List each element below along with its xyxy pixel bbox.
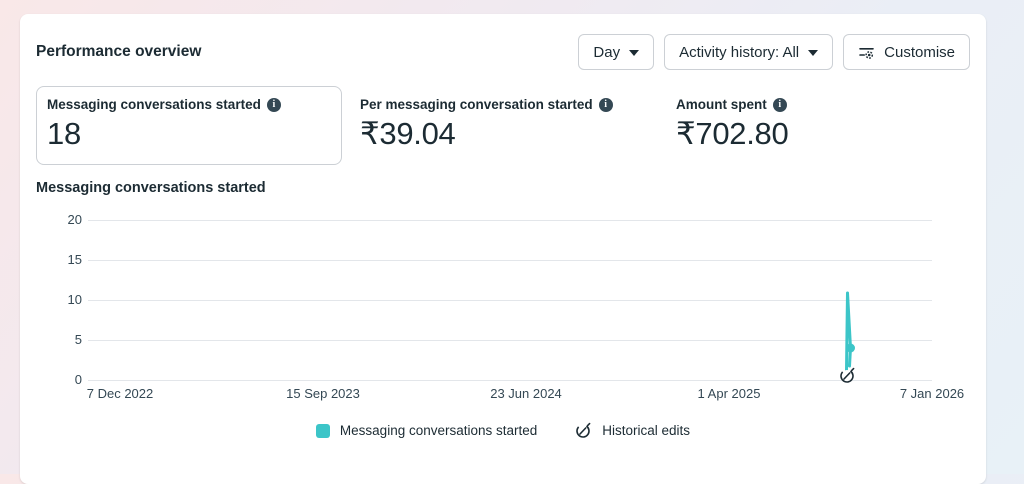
customise-label: Customise	[884, 43, 955, 61]
metric-label-row: Amount spent i	[676, 97, 788, 112]
gridline	[88, 340, 932, 341]
y-axis-tick-label: 10	[67, 292, 82, 307]
y-axis-tick-label: 5	[74, 332, 82, 347]
gridline	[88, 300, 932, 301]
chart-legend: Messaging conversations started Historic…	[36, 422, 970, 439]
chevron-down-icon	[629, 49, 640, 56]
card-header: Performance overview Day Activity histor…	[36, 34, 970, 70]
metric-label: Amount spent	[676, 97, 767, 112]
performance-overview-card: Performance overview Day Activity histor…	[20, 14, 986, 484]
metrics-row: Messaging conversations started i 18 Per…	[36, 86, 970, 165]
gridline	[88, 260, 932, 261]
activity-history-label: Activity history: All	[679, 43, 800, 61]
metric-card-messaging-conversations[interactable]: Messaging conversations started i 18	[36, 86, 342, 165]
header-controls: Day Activity history: All Customise	[578, 34, 970, 70]
y-axis-tick-label: 0	[74, 372, 82, 387]
x-axis-tick-label: 23 Jun 2024	[490, 386, 562, 401]
customise-button[interactable]: Customise	[843, 34, 970, 70]
metric-label: Messaging conversations started	[47, 97, 261, 112]
y-axis-tick-label: 20	[67, 212, 82, 227]
metric-label-row: Per messaging conversation started i	[360, 97, 642, 112]
pencil-in-circle-icon	[840, 367, 855, 383]
metric-label-row: Messaging conversations started i	[47, 97, 329, 112]
metric-amount-spent[interactable]: Amount spent i ₹702.80	[676, 86, 789, 152]
legend-item-historical-edits: Historical edits	[575, 422, 690, 439]
series-color-swatch	[315, 423, 330, 438]
pencil-in-circle-icon	[576, 422, 591, 438]
metric-value: ₹39.04	[360, 116, 456, 151]
activity-history-dropdown[interactable]: Activity history: All	[664, 34, 834, 70]
legend-series-label: Messaging conversations started	[339, 423, 538, 438]
x-axis-tick-label: 1 Apr 2025	[697, 386, 761, 401]
metric-value: 18	[47, 116, 81, 151]
gridline	[88, 220, 932, 221]
metric-label: Per messaging conversation started	[360, 97, 593, 112]
page-title: Performance overview	[36, 43, 202, 60]
historical-edit-axis-marker[interactable]	[839, 367, 856, 384]
info-icon[interactable]: i	[772, 97, 787, 112]
info-icon[interactable]: i	[266, 97, 281, 112]
series-line	[845, 291, 852, 372]
info-icon[interactable]: i	[598, 97, 613, 112]
metric-value: ₹702.80	[676, 116, 789, 151]
metric-per-conversation-cost[interactable]: Per messaging conversation started i ₹39…	[360, 86, 642, 152]
x-axis-tick-label: 15 Sep 2023	[286, 386, 360, 401]
page-background: { "header": { "title": "Performance over…	[0, 0, 1024, 474]
legend-item-series: Messaging conversations started	[315, 423, 538, 438]
x-axis-tick-label: 7 Jan 2026	[899, 386, 965, 401]
settings-sliders-gear-icon	[858, 44, 875, 61]
x-axis-tick-label: 7 Dec 2022	[86, 386, 154, 401]
series-spike-plot	[845, 291, 855, 372]
time-granularity-label: Day	[593, 43, 621, 61]
chart-area: 20 15 10 5 0 7 Dec 2022 15 Sep 2023 23 J…	[36, 204, 970, 406]
series-dot	[846, 343, 855, 353]
y-axis-tick-label: 15	[67, 252, 82, 267]
chart-title: Messaging conversations started	[36, 180, 266, 196]
chevron-down-icon	[808, 49, 819, 56]
legend-edits-label: Historical edits	[602, 423, 691, 438]
time-granularity-dropdown[interactable]: Day	[578, 34, 655, 70]
gridline	[88, 380, 932, 381]
